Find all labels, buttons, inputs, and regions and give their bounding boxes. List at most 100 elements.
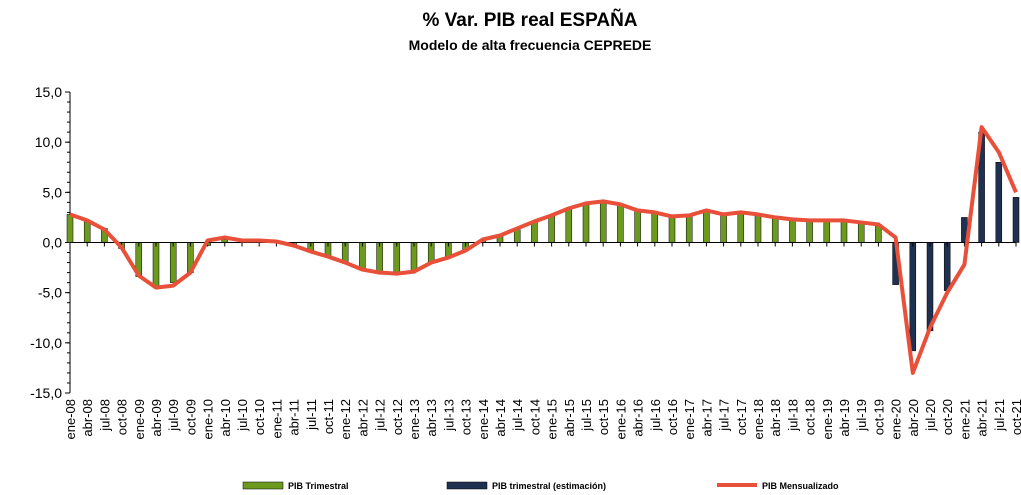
x-tick-label: jul-15 [579,399,594,432]
bar [754,214,762,243]
y-tick-label: -10,0 [30,335,62,351]
bar [668,216,676,243]
bar [909,242,917,352]
x-tick-label: ene-15 [545,399,560,439]
x-tick-label: ene-10 [201,399,216,439]
chart-subtitle: Modelo de alta frecuencia CEPREDE [409,37,652,53]
bar [617,204,624,243]
x-tick-label: ene-08 [63,399,78,439]
bar [703,210,710,243]
x-tick-label: oct-13 [459,399,474,435]
x-tick-label: jul-14 [510,399,525,432]
bar [995,161,1003,243]
x-tick-label: jul-09 [166,399,181,432]
x-tick-label: oct-16 [665,399,680,435]
bar [857,222,865,243]
y-tick-label: 0,0 [43,235,63,251]
x-tick-label: oct-19 [871,399,886,435]
y-tick-label: 10,0 [35,134,62,150]
bar [634,210,641,243]
bar [651,212,659,243]
bar [152,242,160,287]
x-tick-label: ene-14 [476,399,491,439]
bar [1012,197,1020,243]
x-tick-label: jul-20 [923,399,938,432]
x-tick-label: abr-13 [424,399,439,437]
x-tick-label: ene-17 [682,399,697,439]
bar [393,242,401,274]
bar [720,214,727,243]
x-tick-label: abr-10 [218,399,233,437]
x-tick-label: oct-12 [390,399,405,435]
bar [531,221,538,243]
x-tick-label: oct-18 [803,399,818,435]
x-tick-label: ene-12 [338,399,353,439]
x-tick-label: ene-20 [889,399,904,439]
bar [376,242,383,273]
chart-title: % Var. PIB real ESPAÑA [422,9,637,31]
y-tick-label: 15,0 [35,84,62,100]
legend-label: PIB Mensualizado [762,481,839,491]
x-tick-label: ene-09 [132,399,147,439]
x-tick-label: ene-16 [613,399,628,439]
x-tick-label: jul-13 [441,399,456,432]
x-tick-label: oct-11 [321,399,336,434]
line [69,125,1018,375]
bar [548,215,555,243]
x-tick-label: oct-08 [115,399,130,435]
legend-label: PIB trimestral (estimación) [492,481,606,491]
bar [599,201,607,243]
x-tick-label: jul-10 [235,399,250,432]
bar [66,214,74,243]
bar [169,242,177,283]
x-tick-label: jul-21 [992,399,1007,432]
y-tick-label: 5,0 [43,184,63,200]
bar [685,215,693,243]
x-tick-label: abr-15 [562,399,577,437]
x-tick-label: oct-09 [183,399,198,435]
bar [840,220,848,243]
x-tick-label: abr-17 [699,399,714,437]
legend-swatch [446,481,488,490]
bar [582,203,590,243]
bar [565,208,573,243]
bar [410,242,418,272]
x-tick-label: jul-18 [785,399,800,432]
x-tick-label: abr-09 [149,399,164,437]
bar [737,212,745,243]
bar [806,220,813,243]
x-tick-label: ene-13 [407,399,422,439]
bar [926,242,934,332]
bar [359,242,366,270]
x-tick-label: oct-10 [252,399,267,435]
x-tick-label: jul-11 [304,399,319,431]
x-tick-label: abr-16 [631,399,646,437]
x-tick-label: abr-21 [975,399,990,437]
x-tick-label: jul-17 [717,399,732,432]
x-tick-label: jul-12 [373,399,388,432]
x-tick-label: abr-12 [355,399,370,437]
bar [823,220,831,243]
x-tick-label: oct-20 [940,399,955,435]
x-tick-label: abr-18 [768,399,783,437]
legend-label: PIB Trimestral [288,481,349,491]
x-tick-label: jul-08 [97,399,112,432]
bar [943,242,951,291]
y-tick-label: -15,0 [30,385,62,401]
x-tick-label: oct-21 [1009,399,1021,435]
x-tick-label: abr-11 [287,399,302,436]
x-tick-label: abr-08 [80,399,95,437]
x-tick-label: abr-20 [906,399,921,437]
x-tick-label: ene-19 [820,399,835,439]
x-tick-label: abr-19 [837,399,852,437]
bar [771,217,779,243]
x-tick-label: jul-16 [648,399,663,432]
x-tick-label: ene-21 [957,399,972,439]
x-tick-label: oct-14 [527,399,542,435]
bar [789,219,796,243]
x-tick-label: jul-19 [854,399,869,432]
x-tick-label: oct-17 [734,399,749,435]
x-tick-label: ene-18 [751,399,766,439]
x-tick-label: oct-15 [596,399,611,435]
